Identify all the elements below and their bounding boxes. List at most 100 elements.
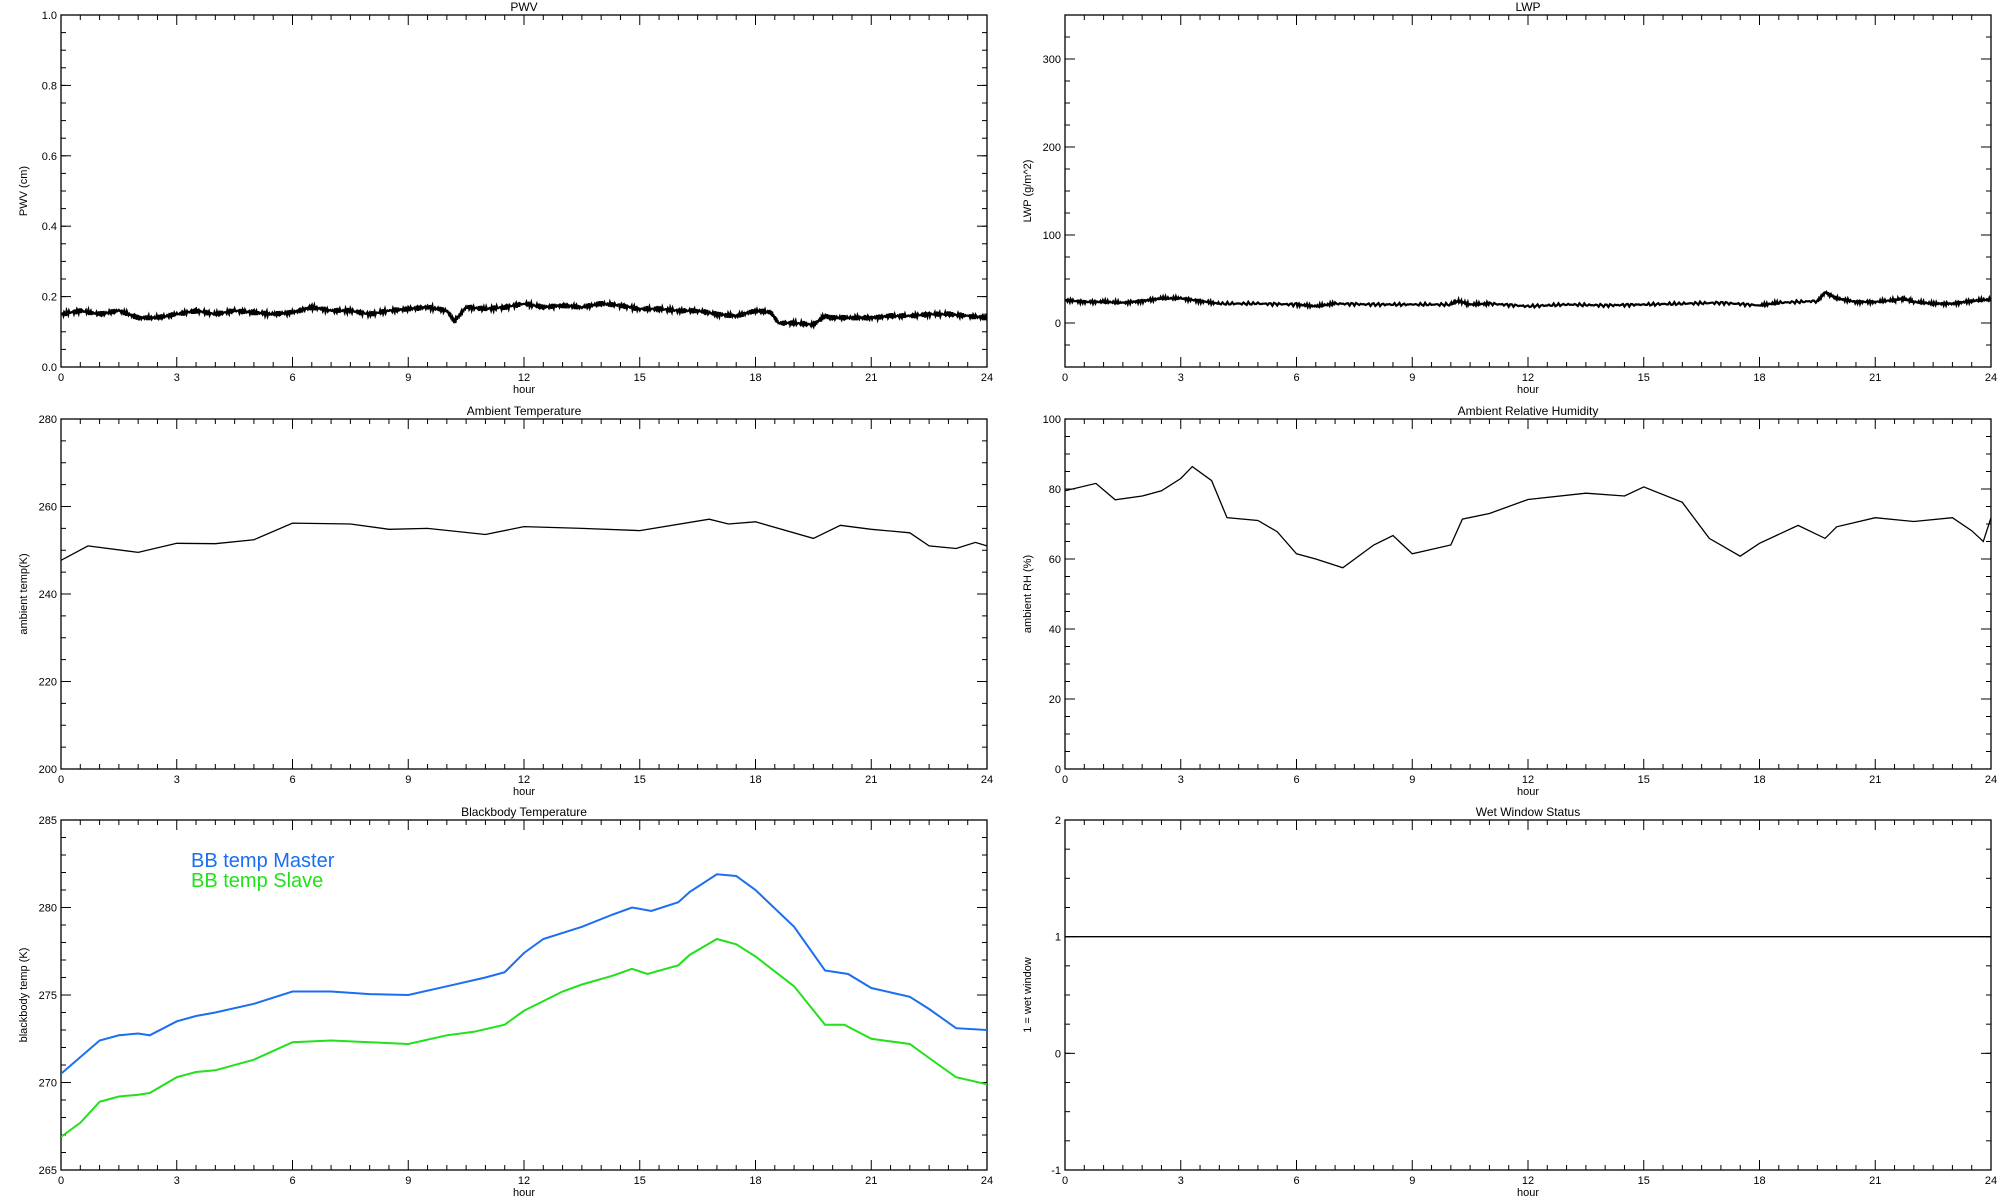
x-tick-label: 24 (981, 774, 993, 786)
x-tick-label: 15 (634, 1175, 646, 1187)
chart-title: LWP (1515, 0, 1540, 14)
x-axis-label: hour (1517, 1187, 1539, 1199)
x-tick-label: 12 (1522, 372, 1534, 384)
y-axis-label: PWV (cm) (18, 166, 30, 216)
x-tick-label: 9 (1409, 774, 1415, 786)
legend-entry: BB temp Master (191, 850, 335, 872)
x-tick-label: 0 (1062, 774, 1068, 786)
x-tick-label: 21 (1869, 1175, 1881, 1187)
plot-frame (60, 418, 988, 770)
y-axis-label: ambient RH (%) (1022, 555, 1034, 633)
x-tick-label: 12 (1522, 774, 1534, 786)
legend-entry: BB temp Slave (191, 870, 323, 892)
x-tick-label: 15 (634, 774, 646, 786)
y-tick-label: 0.4 (42, 221, 57, 233)
series-line-ambient-temp (61, 518, 987, 561)
y-tick-label: 1.0 (42, 10, 57, 22)
x-axis-label: hour (513, 786, 535, 798)
y-tick-label: 240 (39, 589, 57, 601)
series-line-lwp (1065, 289, 1991, 310)
x-tick-label: 3 (1178, 372, 1184, 384)
x-tick-label: 0 (1062, 372, 1068, 384)
x-tick-label: 15 (1638, 1175, 1650, 1187)
x-tick-label: 18 (749, 372, 761, 384)
x-tick-label: 0 (58, 372, 64, 384)
chart-title: Blackbody Temperature (461, 805, 587, 819)
y-tick-label: 200 (39, 764, 57, 776)
x-tick-label: 15 (1638, 774, 1650, 786)
series-line-bb-temp-master (61, 873, 987, 1075)
x-tick-label: 18 (749, 1175, 761, 1187)
y-tick-label: 0.6 (42, 151, 57, 163)
x-tick-label: 3 (174, 774, 180, 786)
y-tick-label: 0 (1055, 318, 1061, 330)
x-tick-label: 15 (1638, 372, 1650, 384)
x-tick-label: 21 (865, 774, 877, 786)
chart-title: PWV (510, 0, 537, 14)
y-tick-label: 220 (39, 677, 57, 689)
x-tick-label: 18 (1753, 774, 1765, 786)
x-tick-label: 18 (1753, 1175, 1765, 1187)
series-line-bb-temp-slave (61, 937, 987, 1138)
y-tick-label: 280 (39, 903, 57, 915)
x-tick-label: 3 (1178, 774, 1184, 786)
x-tick-label: 21 (865, 372, 877, 384)
x-tick-label: 3 (174, 1175, 180, 1187)
x-tick-label: 9 (1409, 1175, 1415, 1187)
plot-frame (1064, 819, 1992, 1171)
x-tick-label: 0 (58, 1175, 64, 1187)
x-tick-label: 6 (289, 774, 295, 786)
x-tick-label: 24 (981, 372, 993, 384)
y-tick-label: 100 (1043, 230, 1061, 242)
x-axis-label: hour (1517, 384, 1539, 396)
chart-title: Ambient Relative Humidity (1458, 404, 1599, 418)
y-tick-label: 265 (39, 1165, 57, 1177)
y-tick-label: 100 (1043, 414, 1061, 426)
x-tick-label: 15 (634, 372, 646, 384)
x-tick-label: 6 (289, 1175, 295, 1187)
x-axis-label: hour (1517, 786, 1539, 798)
x-tick-label: 6 (1293, 1175, 1299, 1187)
x-tick-label: 0 (1062, 1175, 1068, 1187)
y-axis-label: ambient temp(K) (18, 553, 30, 634)
x-tick-label: 6 (1293, 774, 1299, 786)
x-tick-label: 24 (981, 1175, 993, 1187)
y-tick-label: 0.8 (42, 80, 57, 92)
y-tick-label: 280 (39, 414, 57, 426)
y-tick-label: 270 (39, 1078, 57, 1090)
y-tick-label: 80 (1049, 484, 1061, 496)
y-tick-label: -1 (1051, 1165, 1061, 1177)
y-tick-label: 260 (39, 502, 57, 514)
x-tick-label: 24 (1985, 774, 1997, 786)
x-tick-label: 6 (289, 372, 295, 384)
x-tick-label: 12 (518, 1175, 530, 1187)
x-tick-label: 9 (405, 1175, 411, 1187)
x-tick-label: 24 (1985, 1175, 1997, 1187)
plot-frame (1064, 14, 1992, 368)
series-line-pwv (61, 298, 987, 330)
chart-panel-2: 0 3 6 9 12 15 18 21 24 200 220 240 260 280 Ambient Tem… (18, 404, 993, 798)
x-tick-label: 21 (1869, 372, 1881, 384)
x-tick-label: 21 (865, 1175, 877, 1187)
y-tick-label: 275 (39, 990, 57, 1002)
y-tick-label: 1 (1055, 932, 1061, 944)
chart-panel-4: 0 3 6 9 12 15 18 21 24 265 270 275 280 285 Blackbody T… (18, 805, 993, 1199)
x-tick-label: 3 (174, 372, 180, 384)
y-axis-label: blackbody temp (K) (18, 948, 30, 1043)
x-tick-label: 0 (58, 774, 64, 786)
x-axis-label: hour (513, 384, 535, 396)
x-tick-label: 3 (1178, 1175, 1184, 1187)
y-tick-label: 300 (1043, 54, 1061, 66)
x-axis-label: hour (513, 1187, 535, 1199)
chart-title: Wet Window Status (1476, 805, 1580, 819)
x-tick-label: 18 (1753, 372, 1765, 384)
x-tick-label: 9 (405, 774, 411, 786)
y-tick-label: 20 (1049, 694, 1061, 706)
y-tick-label: 0.2 (42, 292, 57, 304)
y-axis-label: 1 = wet window (1022, 957, 1034, 1033)
y-tick-label: 0 (1055, 1048, 1061, 1060)
chart-panel-1: 0 3 6 9 12 15 18 21 24 0 100 200 300 LWP hour LWP (g/m^… (1022, 0, 1997, 396)
chart-panel-3: 0 3 6 9 12 15 18 21 24 0 20 40 60 80 100 Ambient Relati… (1022, 404, 1997, 798)
